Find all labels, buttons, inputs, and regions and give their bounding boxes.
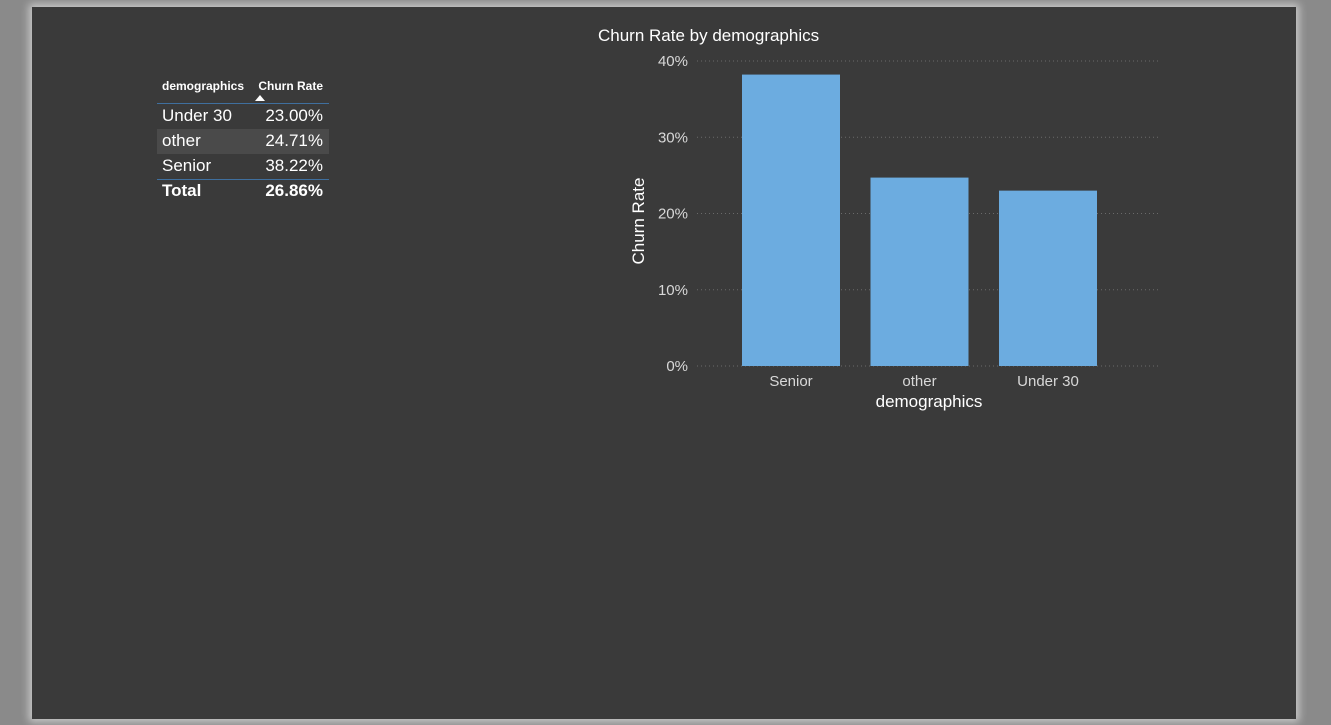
row-value: 38.22% bbox=[265, 156, 323, 175]
bar[interactable] bbox=[870, 177, 969, 366]
y-tick-label: 0% bbox=[666, 358, 688, 375]
report-canvas: demographics Churn Rate Under 30 23.00% … bbox=[32, 7, 1296, 719]
bar[interactable] bbox=[999, 190, 1097, 366]
row-value: 23.00% bbox=[265, 106, 323, 125]
table-row[interactable]: Senior 38.22% bbox=[157, 154, 329, 179]
sort-ascending-icon[interactable] bbox=[255, 95, 265, 101]
total-value: 26.86% bbox=[265, 181, 323, 200]
x-tick-label: Under 30 bbox=[1017, 373, 1079, 390]
table-header: demographics Churn Rate bbox=[157, 76, 329, 104]
row-label: Senior bbox=[162, 156, 212, 175]
table-total-row: Total 26.86% bbox=[157, 179, 329, 205]
y-tick-label: 40% bbox=[658, 53, 688, 70]
x-tick-label: other bbox=[902, 373, 936, 390]
row-label: Under 30 bbox=[162, 106, 232, 125]
y-tick-label: 10% bbox=[658, 282, 688, 299]
header-demographics[interactable]: demographics bbox=[162, 79, 245, 93]
x-axis-label: demographics bbox=[876, 392, 983, 411]
row-value: 24.71% bbox=[265, 131, 323, 150]
y-tick-label: 20% bbox=[658, 206, 688, 223]
header-churn-rate[interactable]: Churn Rate bbox=[258, 79, 323, 93]
y-axis-label: Churn Rate bbox=[629, 178, 648, 265]
chart-title: Churn Rate by demographics bbox=[598, 26, 820, 45]
y-tick-label: 30% bbox=[658, 129, 688, 146]
x-tick-label: Senior bbox=[769, 373, 812, 390]
bar[interactable] bbox=[742, 74, 840, 366]
bar-chart[interactable]: 0% 10% 20% 30% 40% Senior other Under 30 demogra… bbox=[592, 52, 1182, 432]
table-row[interactable]: Under 30 23.00% bbox=[157, 104, 329, 129]
total-label: Total bbox=[162, 181, 202, 200]
row-label: other bbox=[162, 131, 201, 150]
table-row[interactable]: other 24.71% bbox=[157, 129, 329, 154]
churn-table[interactable]: demographics Churn Rate Under 30 23.00% … bbox=[157, 76, 329, 205]
